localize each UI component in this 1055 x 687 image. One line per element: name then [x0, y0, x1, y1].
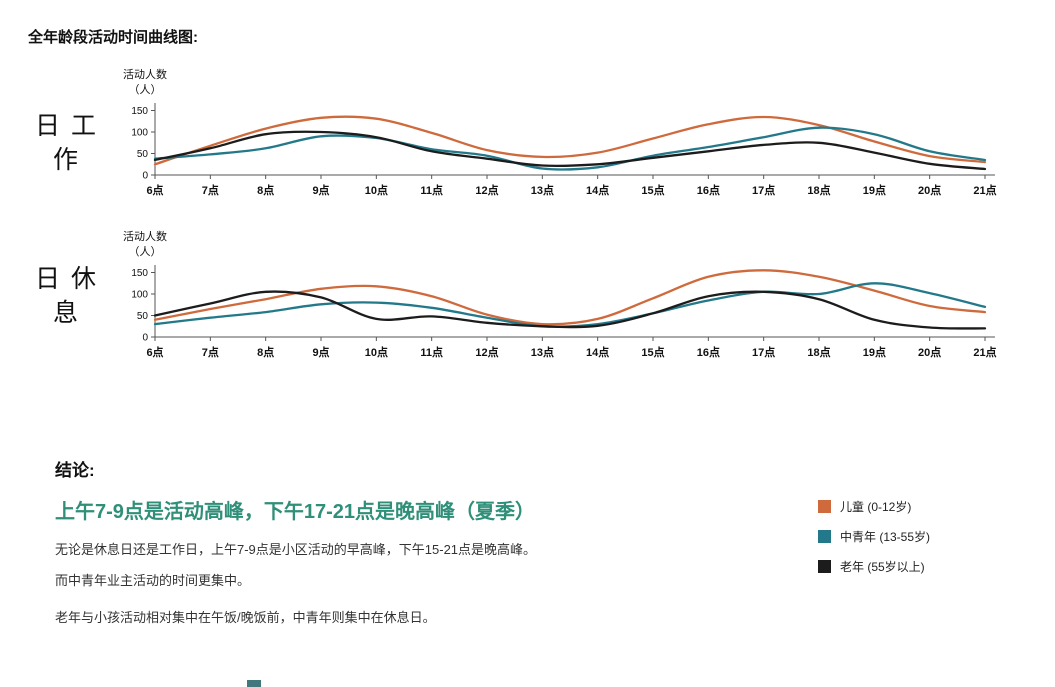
svg-text:0: 0 [142, 171, 148, 182]
svg-text:100: 100 [131, 290, 148, 301]
legend-item-children: 儿童 (0-12岁) [818, 498, 930, 515]
conclusion-line-2: 而中青年业主活动的时间更集中。 [55, 572, 251, 588]
restday-chart-label: 日休息 [34, 265, 107, 327]
svg-text:19点: 19点 [863, 345, 886, 359]
legend-label-children: 儿童 (0-12岁) [840, 500, 912, 514]
legend-label-elderly: 老年 (55岁以上) [840, 560, 925, 574]
legend-label-adults: 中青年 (13-55岁) [840, 530, 931, 544]
conclusion-line-1: 无论是休息日还是工作日，上午7-9点是小区活动的早高峰，下午15-21点是晚高峰… [55, 542, 537, 557]
svg-text:9点: 9点 [312, 345, 329, 359]
svg-text:8点: 8点 [257, 183, 274, 197]
svg-text:（人）: （人） [129, 83, 162, 96]
svg-text:活动人数: 活动人数 [123, 230, 167, 243]
svg-text:18点: 18点 [807, 345, 830, 359]
svg-text:21点: 21点 [973, 183, 996, 197]
svg-text:11点: 11点 [420, 183, 443, 197]
svg-text:17点: 17点 [752, 345, 775, 359]
workday-chart-label: 日工作 [34, 112, 107, 174]
svg-text:12点: 12点 [475, 345, 498, 359]
svg-text:100: 100 [131, 128, 148, 139]
svg-text:16点: 16点 [697, 345, 720, 359]
svg-text:17点: 17点 [752, 183, 775, 197]
svg-text:20点: 20点 [918, 183, 941, 197]
svg-text:150: 150 [131, 268, 148, 279]
svg-text:20点: 20点 [918, 345, 941, 359]
svg-text:9点: 9点 [312, 183, 329, 197]
svg-text:0: 0 [142, 333, 148, 344]
svg-text:6点: 6点 [146, 183, 163, 197]
svg-text:21点: 21点 [973, 345, 996, 359]
conclusion-line-3: 老年与小孩活动相对集中在午饭/晚饭前，中青年则集中在休息日。 [55, 609, 436, 625]
svg-text:13点: 13点 [531, 345, 554, 359]
adults-color-swatch [818, 530, 831, 543]
svg-text:7点: 7点 [202, 345, 219, 359]
svg-text:10点: 10点 [365, 183, 388, 197]
conclusion-highlight: 上午7-9点是活动高峰，下午17-21点是晚高峰（夏季） [55, 501, 536, 523]
svg-text:12点: 12点 [475, 183, 498, 197]
children-color-swatch [818, 500, 831, 513]
svg-text:10点: 10点 [365, 345, 388, 359]
svg-text:14点: 14点 [586, 183, 609, 197]
svg-text:50: 50 [137, 149, 149, 160]
svg-text:11点: 11点 [420, 345, 443, 359]
conclusion-section: 结论: 上午7-9点是活动高峰，下午17-21点是晚高峰（夏季） 无论是休息日还… [55, 456, 775, 638]
restday-activity-chart: 活动人数 （人） 0 50 100 150 6点 7点 8点 9点 10点 11点 12点 13点 14点 1… [105, 220, 1017, 372]
svg-text:7点: 7点 [202, 183, 219, 197]
legend-item-adults: 中青年 (13-55岁) [818, 528, 930, 545]
svg-text:16点: 16点 [697, 183, 720, 197]
svg-text:8点: 8点 [257, 345, 274, 359]
elderly-color-swatch [818, 560, 831, 573]
svg-text:19点: 19点 [863, 183, 886, 197]
svg-text:活动人数: 活动人数 [123, 68, 167, 81]
svg-text:13点: 13点 [531, 183, 554, 197]
svg-text:14点: 14点 [586, 345, 609, 359]
svg-text:150: 150 [131, 106, 148, 117]
svg-text:（人）: （人） [129, 245, 162, 258]
legend-item-elderly: 老年 (55岁以上) [818, 558, 930, 575]
svg-text:6点: 6点 [146, 345, 163, 359]
svg-text:18点: 18点 [807, 183, 830, 197]
conclusion-heading: 结论: [55, 461, 95, 480]
svg-text:50: 50 [137, 311, 149, 322]
svg-text:15点: 15点 [641, 183, 664, 197]
chart-legend: 儿童 (0-12岁) 中青年 (13-55岁) 老年 (55岁以上) [818, 498, 930, 588]
cropped-edge-artifact [247, 680, 261, 687]
workday-activity-chart: 活动人数 （人） 0 50 100 150 6点 7点 8点 9点 10点 11点 12点 13点 14点 1… [105, 58, 1017, 210]
svg-text:15点: 15点 [641, 345, 664, 359]
page-title: 全年龄段活动时间曲线图: [28, 29, 198, 46]
